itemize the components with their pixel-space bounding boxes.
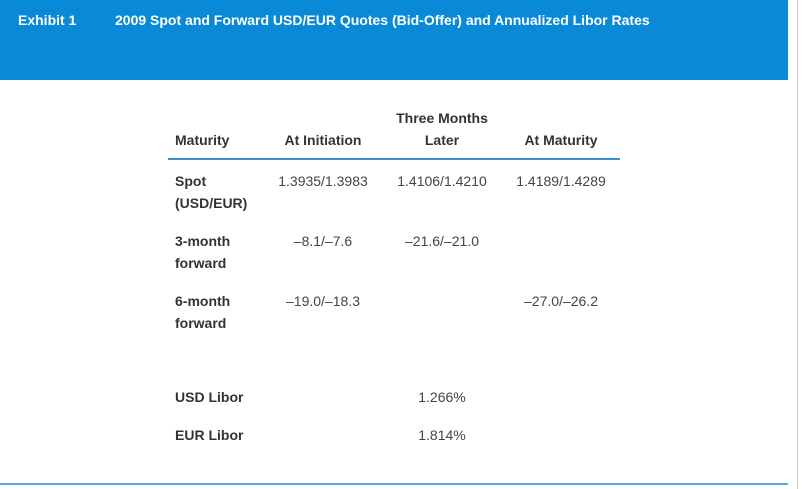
cell: –8.1/–7.6 <box>293 233 353 249</box>
row-label: USD Libor <box>175 389 244 405</box>
header-rule <box>168 158 620 160</box>
cell: 1.266% <box>418 389 466 405</box>
row-label: EUR Libor <box>175 427 244 443</box>
border <box>797 0 798 489</box>
cell: –19.0/–18.3 <box>286 293 360 309</box>
row-label: Spot (USD/EUR) <box>175 173 248 211</box>
cell: –21.6/–21.0 <box>405 233 479 249</box>
column-header: At Maturity <box>524 132 598 148</box>
exhibit-label: Exhibit 1 <box>18 12 77 28</box>
cell: 1.3935/1.3983 <box>278 173 368 189</box>
column-header: Maturity <box>175 132 230 148</box>
header-bar <box>0 0 788 80</box>
row-label: 6-month forward <box>175 293 231 331</box>
bottom-rule <box>0 483 788 485</box>
row-label: 3-month forward <box>175 233 231 271</box>
cell: 1.4106/1.4210 <box>397 173 487 189</box>
cell: 1.4189/1.4289 <box>516 173 606 189</box>
column-header: Three Months Later <box>396 110 488 148</box>
column-header: At Initiation <box>284 132 362 148</box>
cell: –27.0/–26.2 <box>524 293 598 309</box>
exhibit-title: 2009 Spot and Forward USD/EUR Quotes (Bi… <box>115 12 650 28</box>
cell: 1.814% <box>418 427 466 443</box>
